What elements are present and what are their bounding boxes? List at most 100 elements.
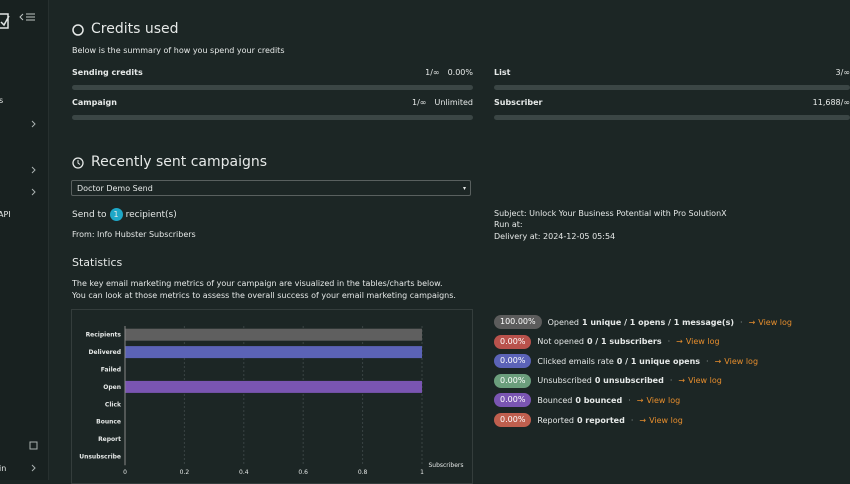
chevrons xyxy=(31,120,36,472)
separator: · xyxy=(630,415,634,425)
metric-detail: 0 / 1 subscribers xyxy=(586,337,662,347)
x-tick-label: 1 xyxy=(420,469,424,476)
metric-badge: 0.00% xyxy=(494,334,532,349)
send-to-label: Send to xyxy=(72,209,107,220)
arrow-icon: → xyxy=(678,376,686,386)
credit-value: Unlimited xyxy=(434,98,473,107)
credit-usage: 11,688/∞ xyxy=(812,98,850,107)
credit-label: List xyxy=(494,68,511,77)
credit-label: Campaign xyxy=(72,98,117,107)
select-value: Doctor Demo Send xyxy=(77,184,153,193)
metric-detail: 0 unsubscribed xyxy=(594,376,664,386)
credit-row: Sending credits 1/∞ 0.00% xyxy=(72,68,473,77)
metric-label: Unsubscribed xyxy=(537,376,592,386)
sidebar-item[interactable]: in xyxy=(0,464,7,473)
metric-badge: 0.00% xyxy=(494,373,532,388)
arrow-icon: → xyxy=(639,415,647,425)
sidebar-item[interactable]: API xyxy=(0,210,11,219)
credit-row: Campaign 1/∞ Unlimited xyxy=(72,98,473,107)
arrow-icon: → xyxy=(714,356,722,366)
progress-track xyxy=(494,85,850,90)
external-icon[interactable] xyxy=(29,441,38,450)
separator: · xyxy=(740,317,743,327)
sidebar-item[interactable]: s xyxy=(0,96,3,105)
view-log-link[interactable]: View log xyxy=(724,356,759,366)
view-log-link[interactable]: View log xyxy=(685,337,720,347)
caret: ▾ xyxy=(462,185,466,192)
metric-label: Opened xyxy=(547,317,579,327)
metric-row: 100.00% Opened 1 unique / 1 opens / 1 mess… xyxy=(494,315,792,329)
view-log-link[interactable]: View log xyxy=(688,376,722,386)
metric-label: Reported xyxy=(537,415,574,425)
arrow-icon: → xyxy=(636,395,644,405)
progress-track xyxy=(72,85,473,90)
sidebar-icons xyxy=(0,13,38,472)
separator: · xyxy=(667,337,671,347)
metric-badge: 100.00% xyxy=(494,315,542,329)
send-to-suffix: recipient(s) xyxy=(125,209,177,220)
credit-label: Subscriber xyxy=(494,98,543,107)
credit-usage: 1/∞ xyxy=(425,68,440,77)
run-at: Run at: xyxy=(494,220,523,229)
x-tick-label: 0 xyxy=(123,469,127,476)
y-tick-label: Report xyxy=(98,436,121,443)
progress-track xyxy=(494,115,850,120)
view-log-link[interactable]: View log xyxy=(758,317,792,327)
x-tick-label: 0.2 xyxy=(180,469,190,476)
credit-value: 0.00% xyxy=(447,68,473,77)
recipient-count: 1 xyxy=(109,208,123,221)
view-log-link[interactable]: View log xyxy=(649,415,683,425)
metric-row: 0.00% Bounced 0 bounced · → View log xyxy=(494,393,681,408)
subject: Subject: Unlock Your Business Potential … xyxy=(494,209,727,218)
statistics-title: Statistics xyxy=(72,256,123,269)
clock-icon xyxy=(72,157,84,169)
metric-label: Not opened xyxy=(537,337,584,347)
statistics-description: You can look at those metrics to assess … xyxy=(72,291,456,300)
bar xyxy=(125,328,422,341)
statistics-description: The key email marketing metrics of your … xyxy=(72,279,443,288)
credit-row: Subscriber 11,688/∞ xyxy=(494,98,850,107)
metric-detail: 1 unique / 1 opens / 1 message(s) xyxy=(581,317,735,327)
separator: · xyxy=(669,376,673,386)
bar xyxy=(125,346,422,359)
separator: · xyxy=(706,356,709,366)
section-title: Recently sent campaigns xyxy=(91,154,268,170)
credit-label: Sending credits xyxy=(72,68,143,77)
collapse-icon[interactable] xyxy=(19,13,35,21)
from: From: Info Hubster Subscribers xyxy=(72,230,196,239)
x-tick-label: 0.6 xyxy=(298,469,308,476)
y-tick-label: Click xyxy=(105,401,122,408)
progress-track xyxy=(72,115,473,120)
metric-detail: 0 bounced xyxy=(575,395,623,405)
y-tick-label: Bounce xyxy=(96,419,121,426)
send-to: Send to 1 recipient(s) xyxy=(72,208,177,221)
y-tick-label: Delivered xyxy=(89,349,121,356)
bar xyxy=(125,380,422,393)
delivery-at: Delivery at: 2024-12-05 05:54 xyxy=(494,232,616,241)
arrow-icon: → xyxy=(748,317,756,327)
campaign-select[interactable]: Doctor Demo Send ▾ xyxy=(71,180,471,196)
metric-row: 0.00% Unsubscribed 0 unsubscribed · → View lo… xyxy=(494,373,722,388)
credit-usage: 1/∞ xyxy=(412,98,427,107)
separator: · xyxy=(628,395,631,405)
metric-badge: 0.00% xyxy=(494,393,532,408)
metric-badge: 0.00% xyxy=(494,354,532,369)
chart: 0 0.2 0.4 0.6 0.8 1 Subscribers Recipients Deliv… xyxy=(71,309,473,484)
view-log-link[interactable]: View log xyxy=(646,395,681,405)
metric-row: 0.00% Clicked emails rate 0 / 1 unique ope… xyxy=(494,354,759,369)
sidebar: s API in xyxy=(0,0,49,480)
section-subtitle: Below is the summary of how you spend yo… xyxy=(72,46,285,55)
metric-label: Bounced xyxy=(537,395,573,405)
section-title: Credits used xyxy=(91,21,179,37)
metric-row: 0.00% Not opened 0 / 1 subscribers · → View l… xyxy=(494,334,720,349)
metric-label: Clicked emails rate xyxy=(537,356,614,366)
credit-usage: 3/∞ xyxy=(835,68,850,77)
x-tick-label: 0.8 xyxy=(358,469,368,476)
y-tick-label: Recipients xyxy=(86,332,122,339)
y-tick-label: Unsubscribe xyxy=(79,454,121,461)
metric-badge: 0.00% xyxy=(494,413,532,427)
credits-icon xyxy=(72,24,84,36)
metric-detail: 0 reported xyxy=(576,415,625,425)
metric-row: 0.00% Reported 0 reported · → View log xyxy=(494,413,683,427)
